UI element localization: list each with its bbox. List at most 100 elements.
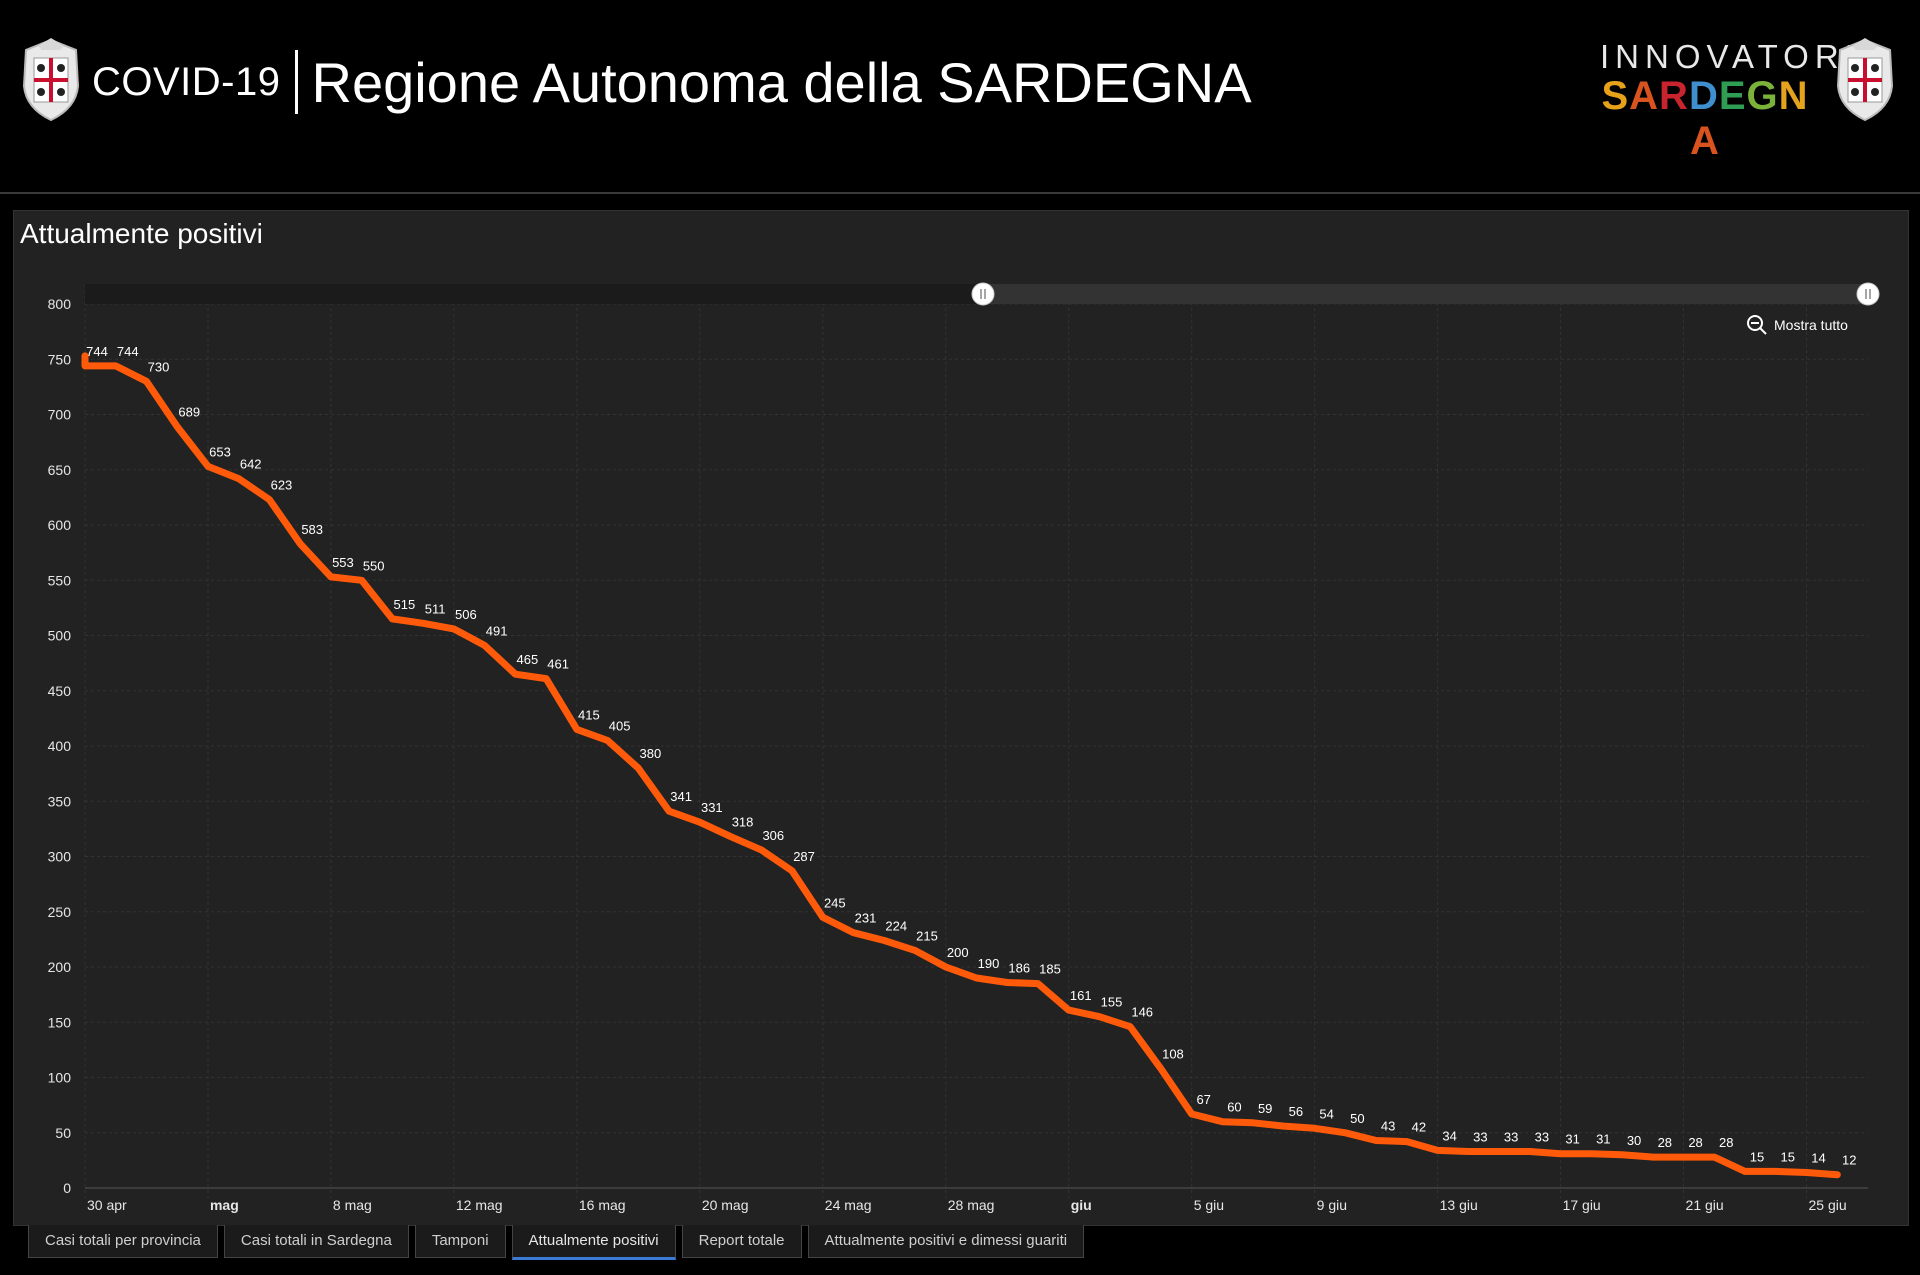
brand-letter: A	[1629, 74, 1660, 118]
data-label: 491	[486, 623, 508, 638]
data-label: 318	[732, 815, 754, 830]
show-all-button[interactable]: Mostra tutto	[1746, 314, 1848, 336]
data-label: 186	[1008, 960, 1030, 975]
data-label: 33	[1473, 1130, 1487, 1145]
data-label: 12	[1842, 1153, 1856, 1168]
data-label: 224	[885, 918, 907, 933]
data-label: 30	[1627, 1133, 1641, 1148]
data-label: 200	[947, 945, 969, 960]
sardinia-crest-icon	[1836, 38, 1894, 122]
brand-letter: N	[1778, 74, 1809, 118]
x-tick-label: 28 mag	[948, 1197, 995, 1213]
tab-attualmente-positivi[interactable]: Attualmente positivi	[511, 1225, 676, 1260]
data-label: 515	[394, 597, 416, 612]
scrollbar-grip-icon[interactable]	[1856, 282, 1880, 306]
data-label: 642	[240, 457, 262, 472]
data-label: 155	[1101, 995, 1123, 1010]
data-label: 43	[1381, 1118, 1395, 1133]
data-label: 60	[1227, 1100, 1241, 1115]
y-tick-label: 450	[48, 683, 72, 699]
tab-casi-totali-in-sardegna[interactable]: Casi totali in Sardegna	[223, 1225, 409, 1258]
title-separator	[294, 50, 298, 114]
y-tick-label: 400	[48, 738, 72, 754]
data-label: 31	[1565, 1132, 1579, 1147]
data-label: 67	[1196, 1092, 1210, 1107]
y-tick-label: 250	[48, 904, 72, 920]
data-label: 405	[609, 718, 631, 733]
data-label: 50	[1350, 1111, 1364, 1126]
y-tick-label: 800	[48, 296, 72, 312]
sardinia-crest-icon	[22, 38, 80, 122]
x-tick-label: 13 giu	[1440, 1197, 1478, 1213]
tab-bar: Casi totali per provincia Casi totali in …	[28, 1225, 1090, 1260]
chart-grid	[84, 284, 1868, 1198]
tab-report-totale[interactable]: Report totale	[681, 1225, 802, 1258]
data-label: 287	[793, 849, 815, 864]
tab-attualmente-positivi-e-dimessi-guariti[interactable]: Attualmente positivi e dimessi guariti	[807, 1225, 1085, 1258]
data-label: 42	[1412, 1120, 1426, 1135]
data-label: 306	[762, 828, 784, 843]
data-label: 331	[701, 800, 723, 815]
brand-letter: G	[1746, 74, 1779, 118]
data-label: 185	[1039, 962, 1061, 977]
y-tick-label: 550	[48, 572, 72, 588]
x-tick-label: 12 mag	[456, 1197, 503, 1213]
data-label: 653	[209, 444, 231, 459]
x-tick-label: 30 apr	[87, 1197, 127, 1213]
innovatori-sardegna-logo: INNOVATORI SARDEGNA	[1600, 38, 1854, 164]
data-label: 28	[1658, 1135, 1672, 1150]
x-tick-label: 24 mag	[825, 1197, 872, 1213]
x-tick-label: giu	[1071, 1197, 1092, 1213]
x-tick-label: 25 giu	[1809, 1197, 1847, 1213]
tab-tamponi[interactable]: Tamponi	[414, 1225, 506, 1258]
data-label: 744	[86, 344, 108, 359]
data-label: 108	[1162, 1047, 1184, 1062]
data-label: 231	[855, 911, 877, 926]
brand-letter: A	[1690, 119, 1720, 163]
y-tick-label: 600	[48, 517, 72, 533]
range-scrollbar[interactable]	[85, 282, 1880, 306]
y-tick-label: 650	[48, 462, 72, 478]
x-tick-label: 9 giu	[1317, 1197, 1347, 1213]
data-label: 161	[1070, 988, 1092, 1003]
y-tick-label: 0	[63, 1180, 71, 1196]
data-label: 553	[332, 555, 354, 570]
zoom-out-icon	[1747, 315, 1767, 335]
data-label: 465	[517, 652, 539, 667]
data-label: 380	[639, 746, 661, 761]
data-label: 730	[148, 359, 170, 374]
data-label: 14	[1811, 1151, 1825, 1166]
scrollbar-thumb	[983, 284, 1868, 304]
y-tick-label: 150	[48, 1014, 72, 1030]
title-covid: COVID-19	[92, 59, 281, 104]
data-label: 56	[1289, 1104, 1303, 1119]
series-line	[81, 352, 1841, 1179]
data-label: 15	[1781, 1149, 1795, 1164]
data-label: 54	[1319, 1106, 1333, 1121]
data-label: 623	[271, 478, 293, 493]
page-title: COVID-19 Regione Autonoma della SARDEGNA	[92, 42, 1252, 122]
y-tick-label: 50	[55, 1125, 71, 1141]
y-tick-label: 100	[48, 1070, 72, 1086]
title-region: Regione Autonoma della SARDEGNA	[311, 50, 1252, 114]
data-label: 415	[578, 707, 600, 722]
series-line-layer	[81, 352, 1841, 1179]
brand-letter: R	[1659, 74, 1689, 118]
y-tick-label: 700	[48, 407, 72, 423]
data-label: 583	[301, 522, 323, 537]
data-label: 341	[670, 789, 692, 804]
data-label: 33	[1504, 1130, 1518, 1145]
scrollbar-grip-icon[interactable]	[971, 282, 995, 306]
brand-bottom-text: SARDEGNA	[1600, 74, 1810, 164]
data-label: 34	[1442, 1128, 1456, 1143]
x-tick-label: 20 mag	[702, 1197, 749, 1213]
data-label: 28	[1719, 1135, 1733, 1150]
data-label: 511	[425, 601, 446, 616]
y-tick-label: 350	[48, 793, 72, 809]
data-labels-layer: 744 744 730 689 653 642 623 583 553 550 515 511 506 4…	[86, 344, 1856, 1168]
data-label: 15	[1750, 1149, 1764, 1164]
y-tick-label: 500	[48, 628, 72, 644]
data-label: 550	[363, 558, 385, 573]
tab-casi-totali-per-provincia[interactable]: Casi totali per provincia	[28, 1225, 218, 1258]
